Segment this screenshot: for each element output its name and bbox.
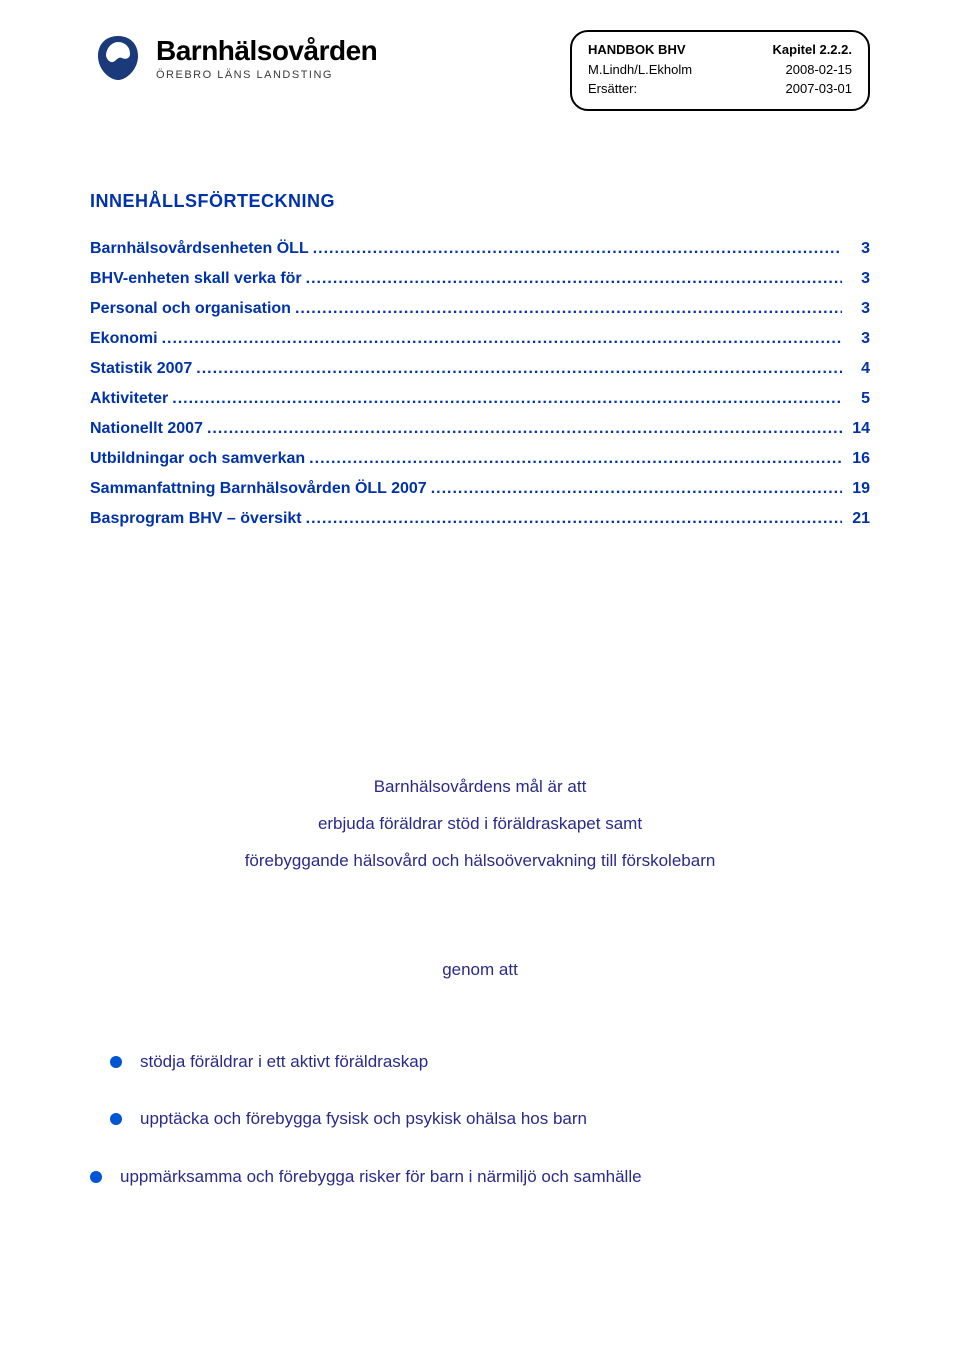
genom-att: genom att — [90, 960, 870, 980]
toc-item: BHV-enheten skall verka för.............… — [90, 270, 870, 288]
toc-page-number: 4 — [846, 360, 870, 378]
logo-title: Barnhälsovården — [156, 35, 377, 67]
bullet-list: stödja föräldrar i ett aktivt föräldrask… — [110, 1050, 870, 1189]
logo-subtitle: ÖREBRO LÄNS LANDSTING — [156, 69, 377, 81]
toc-item: Basprogram BHV – översikt...............… — [90, 510, 870, 528]
table-of-contents: Barnhälsovårdsenheten ÖLL...............… — [90, 240, 870, 528]
info-row: HANDBOK BHV Kapitel 2.2.2. — [588, 40, 852, 60]
logo: Barnhälsovården ÖREBRO LÄNS LANDSTING — [90, 30, 377, 86]
bullet-item: upptäcka och förebygga fysisk och psykis… — [110, 1107, 870, 1131]
bullet-text: uppmärksamma och förebygga risker för ba… — [120, 1165, 642, 1189]
toc-item: Ekonomi.................................… — [90, 330, 870, 348]
toc-link[interactable]: Sammanfattning Barnhälsovården ÖLL 2007 — [90, 480, 427, 498]
toc-item: Personal och organisation...............… — [90, 300, 870, 318]
info-row: Ersätter: 2007-03-01 — [588, 79, 852, 99]
bullet-dot-icon — [110, 1113, 122, 1125]
toc-item: Barnhälsovårdsenheten ÖLL...............… — [90, 240, 870, 258]
toc-link[interactable]: Statistik 2007 — [90, 360, 192, 378]
toc-page-number: 5 — [846, 390, 870, 408]
toc-link[interactable]: Personal och organisation — [90, 300, 291, 318]
toc-leader-dots: ........................................… — [313, 240, 842, 258]
toc-page-number: 19 — [846, 480, 870, 498]
info-right: 2008-02-15 — [786, 60, 853, 80]
toc-leader-dots: ........................................… — [306, 270, 842, 288]
info-right: 2007-03-01 — [786, 79, 853, 99]
toc-leader-dots: ........................................… — [162, 330, 842, 348]
info-left: HANDBOK BHV — [588, 40, 686, 60]
info-left: Ersätter: — [588, 79, 637, 99]
document-info-box: HANDBOK BHVKapitel 2.2.2.M.Lindh/L.Ekhol… — [570, 30, 870, 111]
mission-line: förebyggande hälsovård och hälsoövervakn… — [90, 842, 870, 879]
info-right: Kapitel 2.2.2. — [773, 40, 852, 60]
bullet-item: uppmärksamma och förebygga risker för ba… — [90, 1165, 870, 1189]
mission-statement: Barnhälsovårdens mål är att erbjuda förä… — [90, 768, 870, 880]
toc-leader-dots: ........................................… — [172, 390, 842, 408]
toc-item: Aktiviteter.............................… — [90, 390, 870, 408]
toc-link[interactable]: Nationellt 2007 — [90, 420, 203, 438]
toc-item: Sammanfattning Barnhälsovården ÖLL 2007.… — [90, 480, 870, 498]
toc-link[interactable]: Aktiviteter — [90, 390, 168, 408]
bullet-text: upptäcka och förebygga fysisk och psykis… — [140, 1107, 587, 1131]
toc-page-number: 3 — [846, 240, 870, 258]
toc-link[interactable]: Utbildningar och samverkan — [90, 450, 305, 468]
toc-leader-dots: ........................................… — [196, 360, 842, 378]
page-header: Barnhälsovården ÖREBRO LÄNS LANDSTING HA… — [90, 30, 870, 111]
toc-link[interactable]: BHV-enheten skall verka för — [90, 270, 302, 288]
mission-line: erbjuda föräldrar stöd i föräldraskapet … — [90, 805, 870, 842]
toc-page-number: 3 — [846, 330, 870, 348]
bullet-text: stödja föräldrar i ett aktivt föräldrask… — [140, 1050, 428, 1074]
toc-page-number: 3 — [846, 300, 870, 318]
bullet-dot-icon — [90, 1171, 102, 1183]
bullet-item: stödja föräldrar i ett aktivt föräldrask… — [110, 1050, 870, 1074]
toc-page-number: 3 — [846, 270, 870, 288]
logo-icon — [90, 30, 146, 86]
toc-leader-dots: ........................................… — [295, 300, 842, 318]
toc-link[interactable]: Basprogram BHV – översikt — [90, 510, 302, 528]
toc-heading: INNEHÅLLSFÖRTECKNING — [90, 191, 870, 212]
toc-leader-dots: ........................................… — [431, 480, 842, 498]
mission-line: Barnhälsovårdens mål är att — [90, 768, 870, 805]
toc-leader-dots: ........................................… — [207, 420, 842, 438]
toc-link[interactable]: Ekonomi — [90, 330, 158, 348]
toc-page-number: 16 — [846, 450, 870, 468]
toc-link[interactable]: Barnhälsovårdsenheten ÖLL — [90, 240, 309, 258]
info-row: M.Lindh/L.Ekholm 2008-02-15 — [588, 60, 852, 80]
toc-item: Nationellt 2007.........................… — [90, 420, 870, 438]
toc-page-number: 14 — [846, 420, 870, 438]
info-left: M.Lindh/L.Ekholm — [588, 60, 692, 80]
toc-leader-dots: ........................................… — [306, 510, 842, 528]
toc-page-number: 21 — [846, 510, 870, 528]
toc-item: Utbildningar och samverkan..............… — [90, 450, 870, 468]
toc-item: Statistik 2007..........................… — [90, 360, 870, 378]
toc-leader-dots: ........................................… — [309, 450, 842, 468]
bullet-dot-icon — [110, 1056, 122, 1068]
